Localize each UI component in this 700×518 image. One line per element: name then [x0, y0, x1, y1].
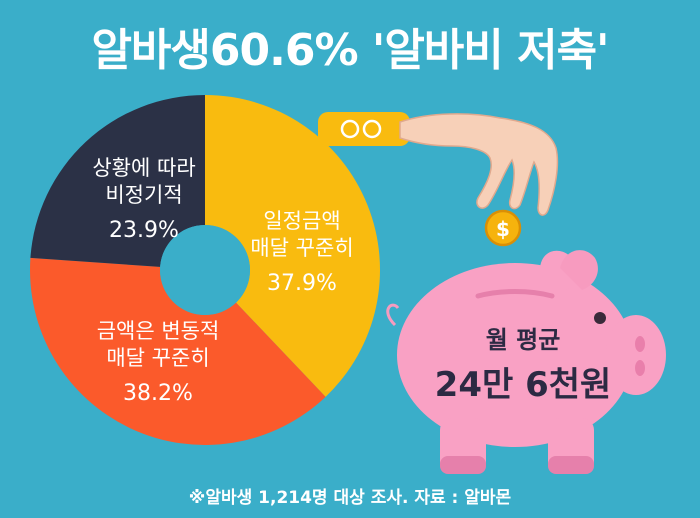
- slice-label-variable: 금액은 변동적 매달 꾸준히 38.2%: [78, 318, 238, 407]
- average-callout: 월 평균 24만 6천원: [418, 320, 628, 406]
- slice-label-line1: 일정금액: [263, 209, 341, 233]
- slice-label-line1: 상황에 따라: [92, 156, 196, 180]
- coin-slot: [475, 289, 555, 299]
- piggy-bank-icon: [386, 250, 666, 474]
- slice-label-line2: 비정기적: [105, 183, 183, 207]
- footnote: ※알바생 1,214명 대상 조사. 자료 : 알바몬: [188, 488, 512, 508]
- donut-hole: [160, 225, 250, 315]
- slice-variable: [30, 257, 326, 445]
- svg-text:$: $: [496, 217, 510, 241]
- coin-icon: $: [484, 209, 522, 247]
- hand: [399, 113, 559, 216]
- donut-chart: [30, 95, 380, 445]
- slice-label-irregular: 상황에 따라 비정기적 23.9%: [74, 155, 214, 244]
- slice-value: 23.9%: [109, 218, 179, 243]
- hand-illustration: [318, 112, 559, 216]
- slice-irregular: [30, 95, 205, 267]
- average-label: 월 평균: [485, 326, 561, 354]
- piggy-ear-front: [560, 250, 598, 290]
- slice-value: 38.2%: [123, 381, 193, 406]
- piggy-body: [397, 263, 633, 447]
- slice-value: 37.9%: [267, 271, 337, 296]
- piggy-snout: [606, 315, 666, 395]
- piggy-eye: [594, 312, 606, 324]
- slice-label-line1: 금액은 변동적: [96, 319, 220, 343]
- slice-label-line2: 매달 꾸준히: [106, 346, 210, 370]
- slice-regular: [205, 95, 380, 397]
- cuff-button-1: [340, 119, 360, 139]
- average-value: 24만 6천원: [434, 365, 612, 405]
- page-title: 알바생60.6% '알바비 저축': [91, 25, 609, 76]
- slice-label-regular: 일정금액 매달 꾸준히 37.9%: [232, 208, 372, 297]
- slice-label-line2: 매달 꾸준히: [250, 236, 354, 260]
- cuff-button-2: [362, 119, 382, 139]
